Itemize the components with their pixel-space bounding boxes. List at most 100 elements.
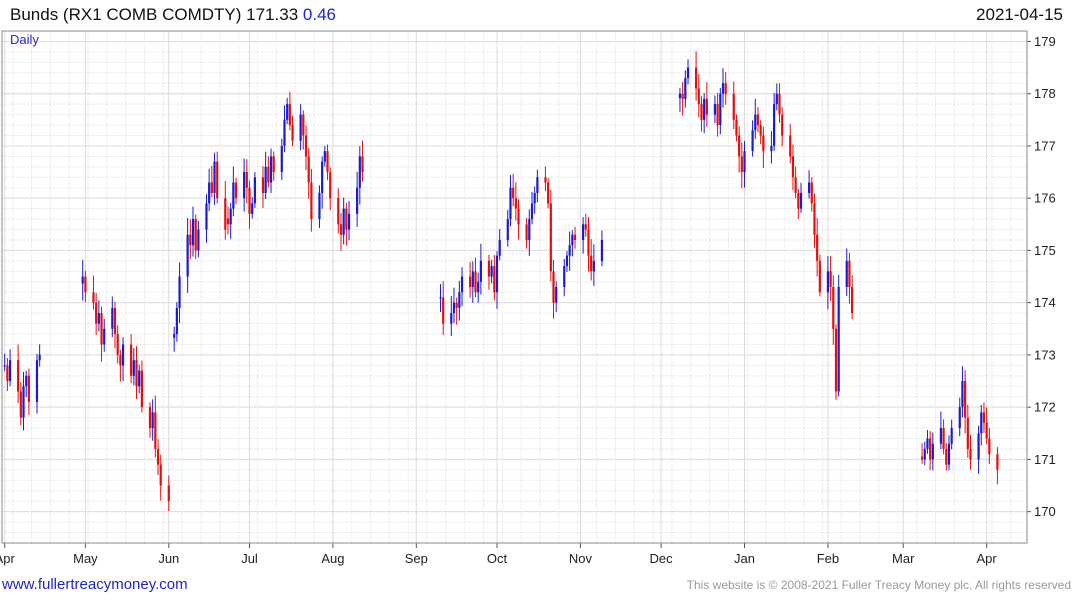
candle-body [700, 104, 703, 120]
candle-body [156, 448, 160, 465]
candle-body [3, 365, 6, 367]
candle-body [681, 93, 684, 99]
candle-body [926, 438, 929, 449]
candle-body [35, 360, 39, 402]
axes: 170 171 172 173 174 175 176 177 178 179 Apr May Jun J… [0, 30, 1056, 566]
candle-body [980, 412, 983, 434]
candle-body [6, 365, 9, 382]
candle-body [307, 156, 310, 183]
candle-body [721, 83, 725, 94]
candle-body [245, 172, 248, 188]
y-tick-label: 177 [1034, 138, 1056, 153]
site-link[interactable]: www.fullertreacymoney.com [2, 576, 188, 593]
candle-body [743, 151, 746, 173]
candle-body [205, 203, 208, 230]
candle-body [175, 307, 178, 335]
candle-body [283, 119, 286, 146]
x-tick-label: Dec [650, 551, 674, 566]
candle-body [81, 276, 84, 284]
candle-body [512, 187, 515, 199]
candle-body [754, 114, 757, 131]
candle-body [216, 161, 219, 199]
candle-body [525, 224, 528, 240]
candle-body [686, 67, 690, 79]
chart-title-text: Bunds (RX1 COMB COMDTY) 171.33 [10, 5, 299, 24]
candle-body [834, 328, 838, 392]
candle-body [148, 407, 152, 429]
candle-body [92, 292, 95, 303]
candle-body [267, 166, 270, 183]
candle-body [530, 203, 534, 220]
candle-body [22, 386, 25, 418]
candle-body [272, 156, 275, 173]
candle-body [552, 271, 555, 303]
candle-body [770, 145, 773, 152]
candle-body [945, 448, 948, 465]
grid-lines [2, 30, 1027, 544]
period-label: Daily [10, 32, 39, 47]
candle-body [116, 334, 119, 355]
candle-body [208, 182, 211, 204]
candle-body [697, 88, 700, 105]
candle-body [756, 114, 760, 126]
candle-body [544, 177, 547, 183]
candle-body [738, 135, 741, 157]
candle-body [329, 172, 332, 199]
candle-body [547, 182, 550, 204]
candle-body [851, 287, 854, 314]
candle-body [356, 187, 359, 214]
y-tick-label: 174 [1034, 295, 1056, 310]
candle-body [450, 313, 453, 324]
candle-body [694, 67, 698, 89]
x-tick-label: May [73, 551, 98, 566]
candle-body [337, 198, 340, 225]
candle-body [778, 93, 781, 115]
candle-body [773, 104, 776, 146]
candle-body [818, 260, 821, 293]
chart-date: 2021-04-15 [976, 5, 1063, 24]
candle-body [762, 135, 765, 152]
candle-body [506, 219, 509, 240]
candle-body [563, 266, 566, 287]
candle-body [234, 182, 238, 199]
candle-body [224, 198, 227, 230]
candle-body [740, 156, 743, 173]
candle-body [573, 234, 577, 240]
candle-body [458, 292, 461, 308]
candle-body [138, 370, 141, 387]
candle-body [442, 297, 445, 324]
candle-body [455, 302, 458, 308]
candle-body [582, 224, 585, 240]
x-tick-label: Oct [487, 551, 508, 566]
candle-body [210, 182, 213, 193]
candle-body [977, 433, 980, 460]
candle-body [813, 203, 816, 235]
candle-body [571, 234, 574, 246]
candle-body [816, 234, 819, 261]
candle-body [781, 114, 784, 136]
candle-body [495, 255, 499, 293]
candle-body [703, 98, 706, 120]
candle-body [38, 354, 41, 361]
x-tick-label: Nov [569, 551, 593, 566]
candle-body [339, 224, 343, 235]
candle-body [950, 428, 953, 444]
candle-body [942, 428, 945, 449]
candle-body [25, 375, 28, 387]
copyright-notice: This website is © 2008-2021 Fuller Treac… [686, 578, 1071, 592]
candle-body [347, 213, 351, 230]
candle-body [291, 125, 294, 141]
candle-body [288, 104, 291, 126]
candle-body [213, 161, 216, 193]
candle-body [167, 485, 170, 502]
candle-body [964, 381, 967, 418]
candle-body [103, 328, 106, 345]
y-tick-label: 179 [1034, 34, 1056, 49]
candle-body [229, 208, 232, 225]
candle-body [173, 334, 176, 338]
candle-body [947, 443, 951, 465]
candle-body [931, 443, 934, 460]
candle-body [251, 203, 254, 214]
candle-body [716, 104, 719, 126]
candle-body [939, 428, 943, 444]
